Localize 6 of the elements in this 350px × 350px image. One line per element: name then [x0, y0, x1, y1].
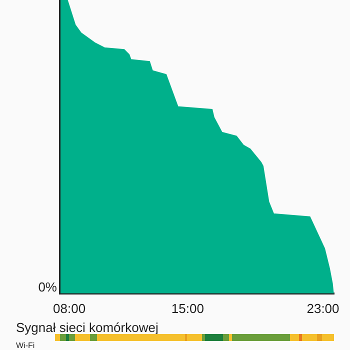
text: 0% — [38, 279, 58, 294]
x-tick-label: 23:00 — [306, 300, 340, 316]
text: Wi-Fi — [16, 341, 35, 350]
text: Sygnał sieci komórkowej — [16, 320, 158, 335]
x-tick-label: 08:00 — [53, 300, 86, 316]
x-tick-label: 15:00 — [171, 300, 204, 316]
